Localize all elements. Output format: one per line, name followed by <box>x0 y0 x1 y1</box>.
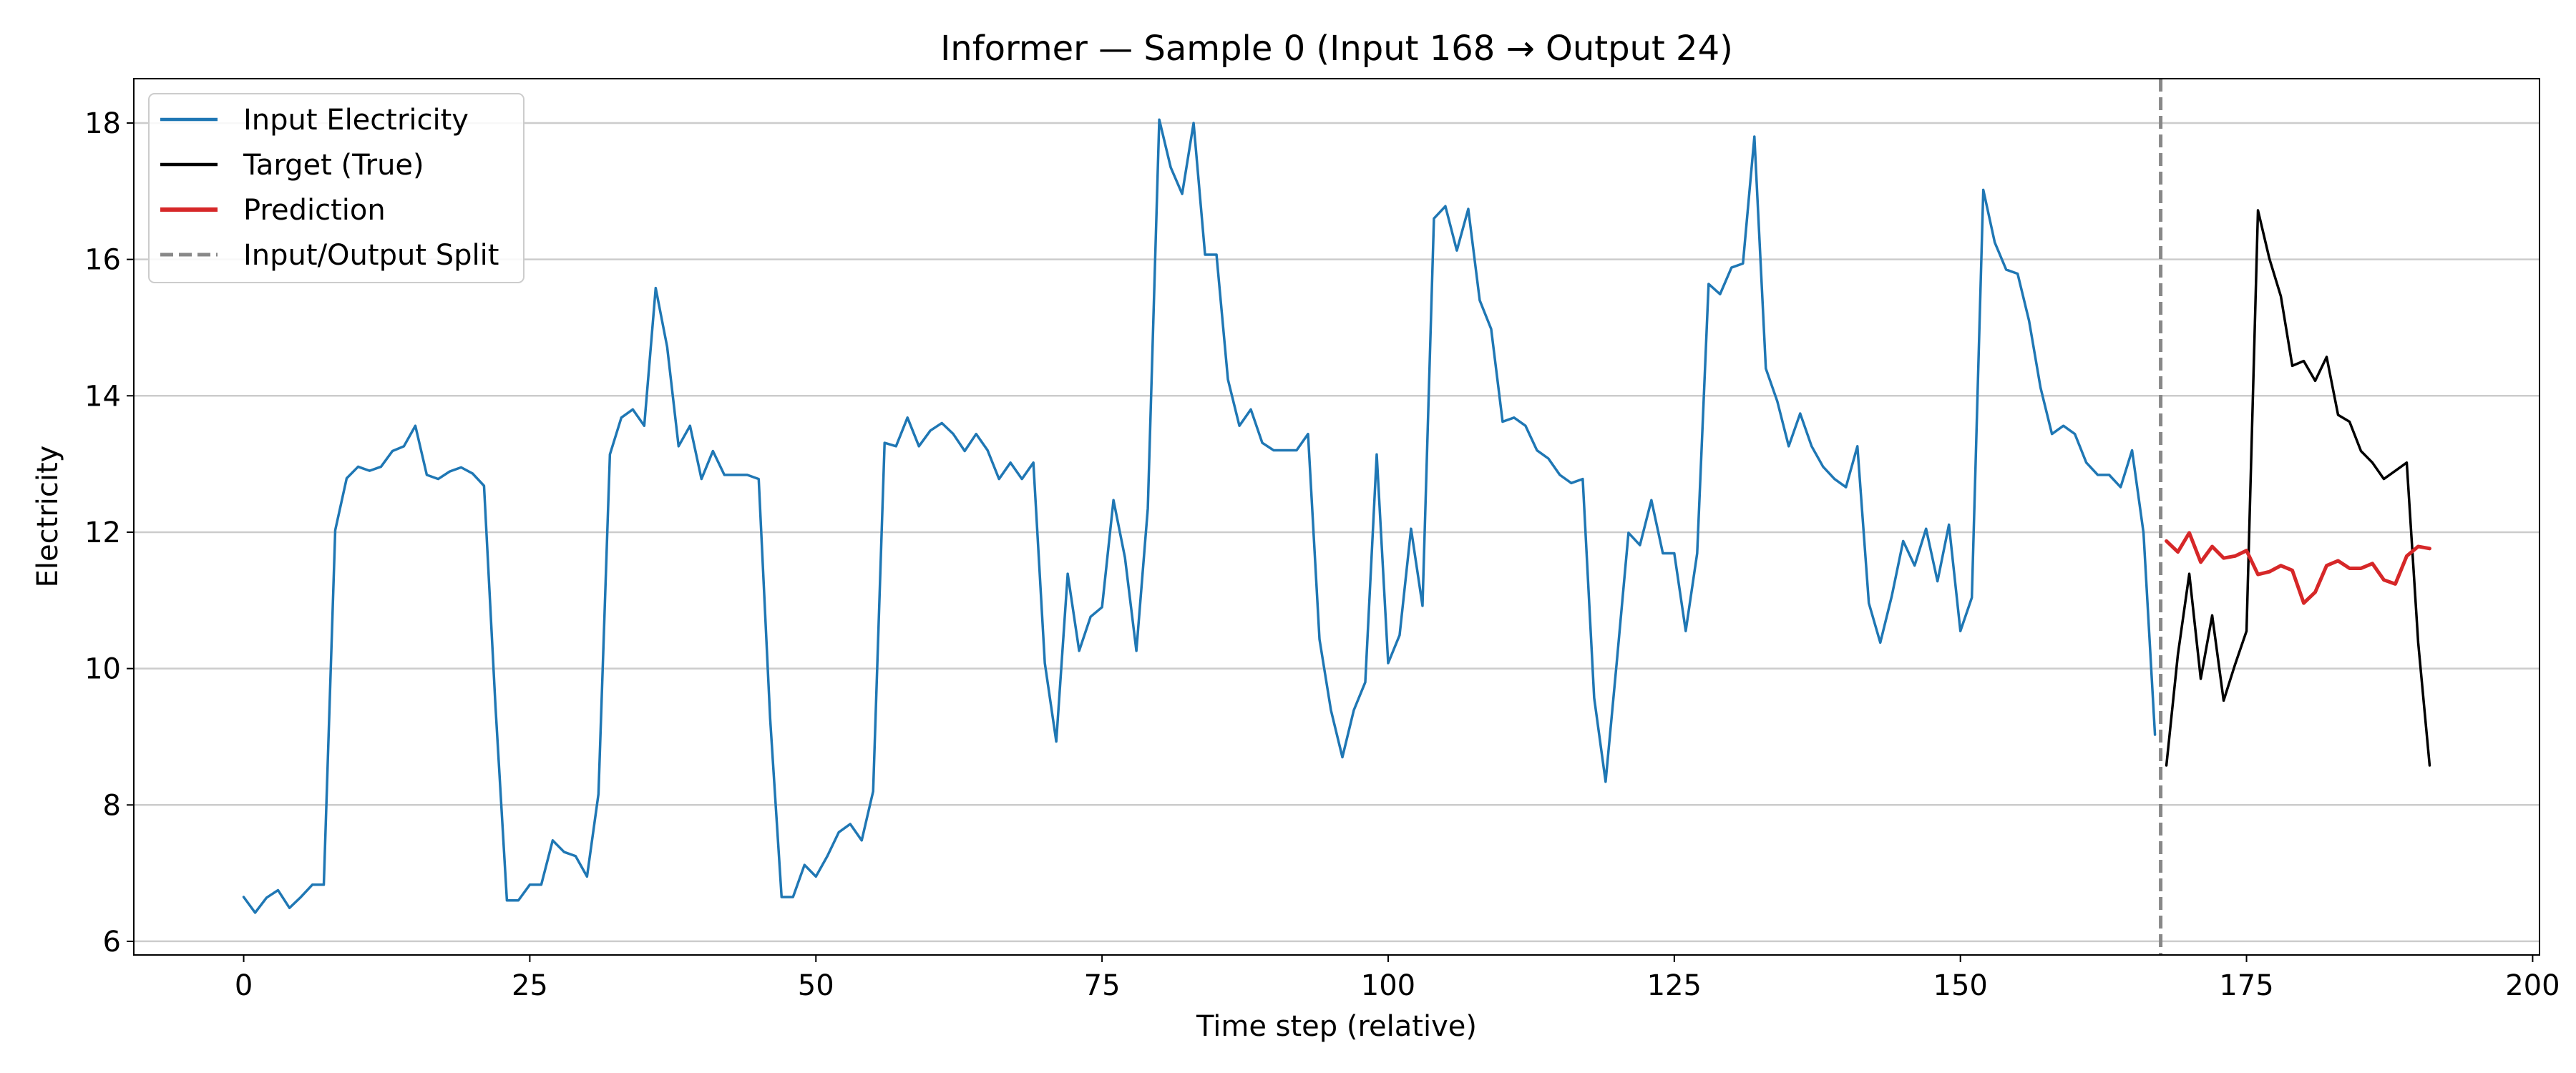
x-tick-label: 0 <box>235 969 253 1002</box>
x-axis-label: Time step (relative) <box>1196 1010 1477 1043</box>
legend-label-input-electricity: Input Electricity <box>243 104 469 137</box>
y-tick-label: 16 <box>84 244 121 277</box>
x-tick-label: 200 <box>2505 969 2560 1002</box>
y-tick-label: 14 <box>84 380 121 413</box>
legend-label-prediction: Prediction <box>243 194 386 227</box>
legend: Input Electricity Target (True) Prediction… <box>148 93 525 283</box>
prediction-line <box>2165 531 2431 605</box>
ticks-layer: 6 8 10 12 14 16 18 0 25 50 75 100 125 150 175 200 <box>84 107 2560 1002</box>
x-tick-label: 75 <box>1084 969 1121 1002</box>
legend-entries: Input Electricity Target (True) Prediction… <box>160 104 499 272</box>
x-tick-label: 50 <box>798 969 834 1002</box>
x-tick-label: 25 <box>512 969 548 1002</box>
target-true-line <box>2165 209 2431 767</box>
chart-title: Informer — Sample 0 (Input 168 → Output … <box>940 29 1733 69</box>
legend-box <box>148 93 525 283</box>
x-tick-label: 125 <box>1647 969 1702 1002</box>
y-tick-label: 6 <box>103 926 121 959</box>
x-tick-label: 150 <box>1933 969 1988 1002</box>
plot-frame <box>133 78 2540 956</box>
series-layer <box>242 79 2431 955</box>
y-tick-label: 18 <box>84 107 121 140</box>
y-tick-label: 8 <box>103 789 121 822</box>
legend-label-target-true: Target (True) <box>243 149 424 182</box>
x-tick-label: 175 <box>2219 969 2273 1002</box>
legend-label-input-output-split: Input/Output Split <box>243 239 499 272</box>
grid-layer <box>134 122 2540 943</box>
y-tick-label: 10 <box>84 653 121 686</box>
y-axis-label: Electricity <box>31 446 64 588</box>
input-electricity-line <box>242 118 2157 914</box>
x-tick-label: 100 <box>1361 969 1415 1002</box>
y-tick-label: 12 <box>84 516 121 549</box>
